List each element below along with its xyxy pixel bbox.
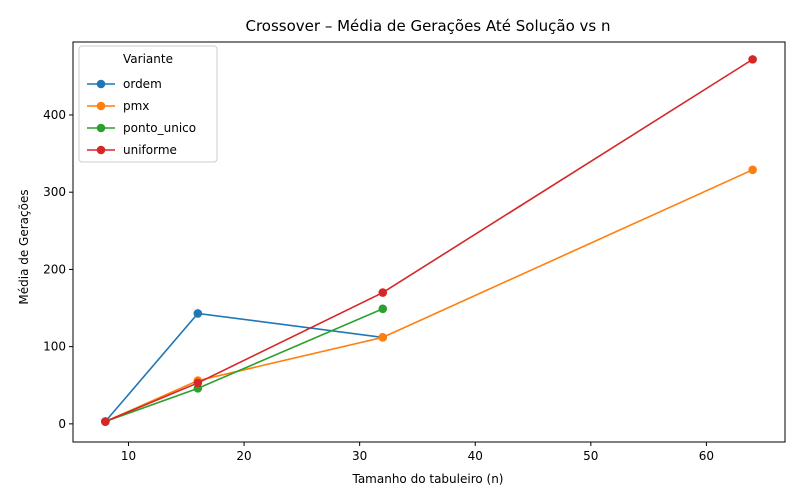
y-tick-label: 0 <box>58 417 66 431</box>
legend-item: ponto_unico <box>87 121 196 135</box>
series-line <box>105 169 753 423</box>
legend-box <box>78 45 218 163</box>
series-line <box>105 58 754 423</box>
y-tick-label: 300 <box>43 185 66 199</box>
legend-label: ordem <box>123 77 162 91</box>
series-layer <box>101 55 757 426</box>
data-point <box>193 309 203 318</box>
x-tick-label: 40 <box>468 449 483 463</box>
plot-area <box>72 41 786 443</box>
data-point <box>193 378 203 388</box>
y-tick-label: 200 <box>43 262 66 276</box>
plot-frame <box>72 41 786 443</box>
series-uniforme <box>101 55 757 426</box>
legend: Variante ordem pmx ponto_unico uniforme <box>78 45 218 163</box>
legend-label: ponto_unico <box>123 121 196 135</box>
x-tick-label: 20 <box>236 449 251 463</box>
chart-title: Crossover – Média de Gerações Até Soluçã… <box>246 17 611 35</box>
x-tick-label: 30 <box>352 449 367 463</box>
y-axis-label: Média de Gerações <box>17 189 31 304</box>
data-point <box>378 288 388 297</box>
legend-label: uniforme <box>123 143 177 157</box>
legend-label: pmx <box>123 99 149 113</box>
legend-swatch-marker <box>96 145 106 155</box>
x-axis-ticks: 10 20 30 40 50 60 <box>121 442 714 463</box>
y-tick-label: 400 <box>43 108 66 122</box>
legend-item: uniforme <box>87 143 177 157</box>
data-point <box>378 304 388 314</box>
x-axis-label: Tamanho do tabuleiro (n) <box>351 472 503 486</box>
x-tick-label: 50 <box>583 449 598 463</box>
data-point <box>378 333 388 342</box>
legend-swatch-marker <box>96 123 106 133</box>
x-tick-label: 60 <box>699 449 714 463</box>
y-axis-ticks: 0 100 200 300 400 <box>43 108 73 431</box>
legend-item: pmx <box>87 99 149 113</box>
legend-title: Variante <box>123 52 173 66</box>
data-point <box>748 165 757 175</box>
legend-swatch-marker <box>96 101 106 111</box>
data-point <box>101 417 110 426</box>
y-tick-label: 100 <box>43 340 66 354</box>
data-point <box>748 55 757 64</box>
legend-swatch-marker <box>96 79 106 89</box>
legend-item: ordem <box>87 77 162 91</box>
x-tick-label: 10 <box>121 449 136 463</box>
